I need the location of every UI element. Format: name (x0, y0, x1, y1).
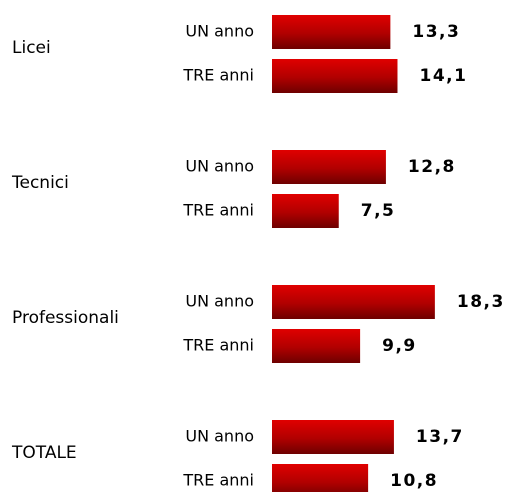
value-label: 14,1 (419, 66, 467, 86)
bar (272, 150, 386, 184)
series-label: TRE anni (182, 471, 254, 490)
bar (272, 285, 435, 319)
group-label: TOTALE (11, 443, 77, 463)
value-label: 13,7 (416, 427, 464, 447)
bar (272, 329, 361, 363)
series-label: UN anno (185, 157, 254, 176)
group-label: Licei (12, 38, 51, 58)
group-label: Professionali (12, 308, 119, 328)
group-label: Tecnici (11, 173, 69, 193)
series-label: TRE anni (182, 201, 254, 220)
bar (272, 15, 391, 49)
bar (272, 420, 394, 454)
series-label: UN anno (185, 292, 254, 311)
series-label: TRE anni (182, 336, 254, 355)
value-label: 18,3 (457, 292, 505, 312)
bar (272, 464, 369, 492)
series-label: UN anno (185, 427, 254, 446)
bar (272, 194, 339, 228)
value-label: 13,3 (412, 22, 460, 42)
bar (272, 59, 398, 93)
value-label: 10,8 (390, 471, 438, 491)
series-label: UN anno (185, 22, 254, 41)
series-label: TRE anni (182, 66, 254, 85)
value-label: 7,5 (361, 201, 396, 221)
value-label: 9,9 (382, 336, 417, 356)
value-label: 12,8 (408, 157, 456, 177)
